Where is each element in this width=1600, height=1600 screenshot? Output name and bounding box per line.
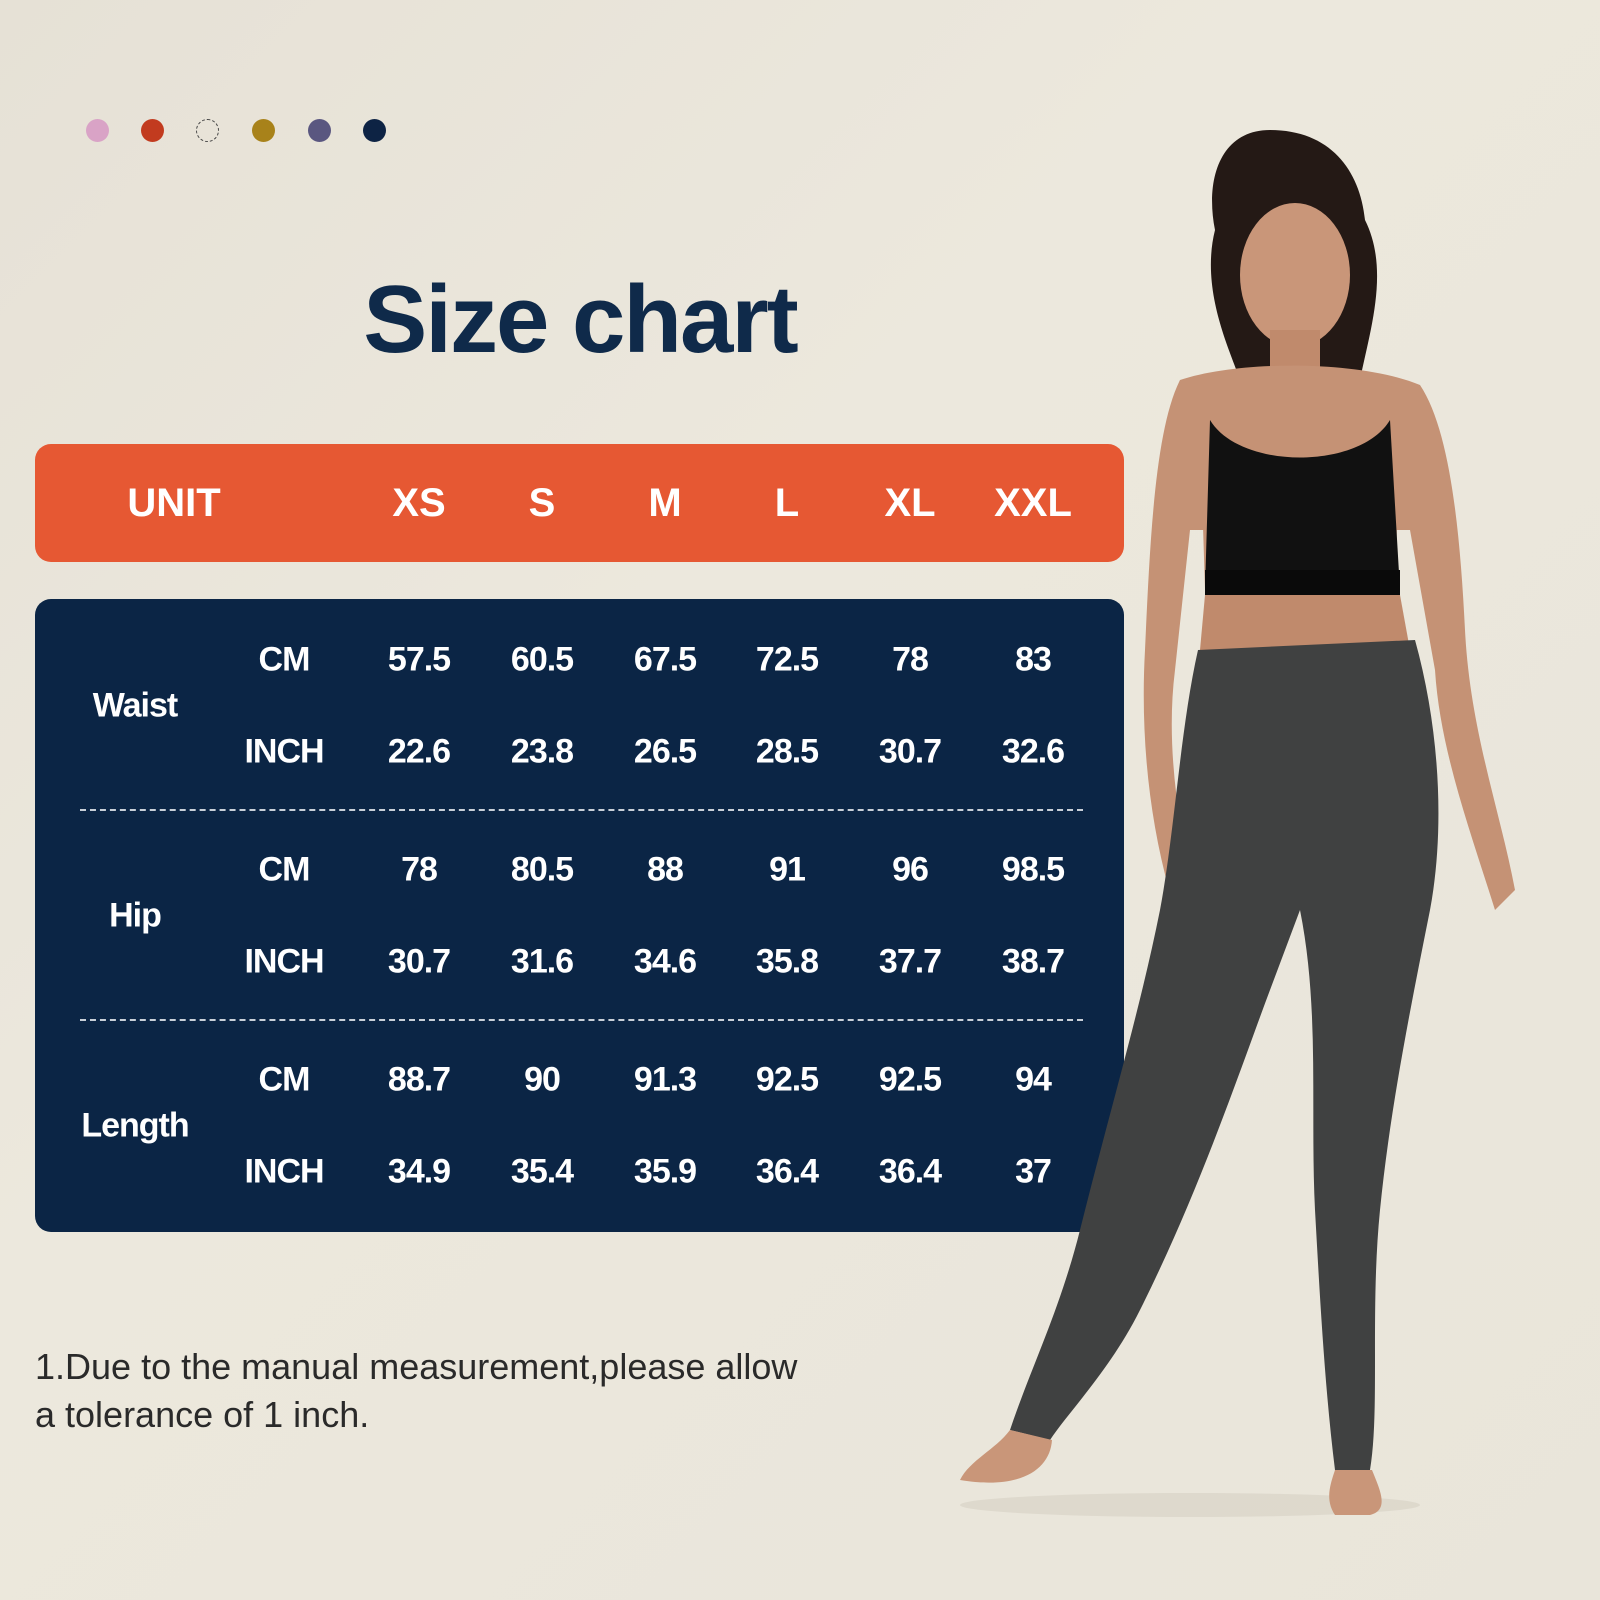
value-cell: 37: [1015, 1152, 1052, 1191]
value-cell: 36.4: [755, 1152, 819, 1191]
value-cell: 72.5: [755, 640, 819, 679]
value-cell: 26.5: [633, 732, 697, 771]
value-cell: 60.5: [510, 640, 574, 679]
row-divider: [80, 1019, 1083, 1021]
note-line-1: 1.Due to the manual measurement,please a…: [35, 1346, 798, 1387]
value-cell: 88: [647, 850, 684, 889]
value-cell: 80.5: [510, 850, 574, 889]
value-cell: 92.5: [878, 1060, 942, 1099]
value-cell: 88.7: [387, 1060, 451, 1099]
value-cell: 35.8: [755, 942, 819, 981]
value-cell: 30.7: [878, 732, 942, 771]
value-cell: 94: [1015, 1060, 1052, 1099]
value-cell: 38.7: [1001, 942, 1065, 981]
unit-label-cm: CM: [258, 640, 311, 679]
value-cell: 23.8: [510, 732, 574, 771]
header-size-s: S: [528, 481, 556, 525]
value-cell: 35.4: [510, 1152, 574, 1191]
value-cell: 36.4: [878, 1152, 942, 1191]
header-unit: UNIT: [127, 481, 221, 525]
unit-label-cm: CM: [258, 1060, 311, 1099]
header-size-xl: XL: [884, 481, 936, 525]
color-swatch-navy[interactable]: [363, 119, 386, 142]
value-cell: 96: [892, 850, 929, 889]
row-label-hip: Hip: [109, 896, 162, 935]
color-swatch-pink[interactable]: [86, 119, 109, 142]
unit-label-inch: INCH: [244, 1152, 324, 1191]
value-cell: 78: [401, 850, 438, 889]
size-header-bar: UNIT XS S M L XL XXL: [35, 444, 1124, 562]
value-cell: 91.3: [633, 1060, 697, 1099]
header-size-l: L: [774, 481, 800, 525]
row-label-length: Length: [81, 1106, 189, 1145]
value-cell: 90: [524, 1060, 561, 1099]
color-swatch-white[interactable]: [196, 119, 219, 142]
value-cell: 34.9: [387, 1152, 451, 1191]
value-cell: 37.7: [878, 942, 942, 981]
value-cell: 28.5: [755, 732, 819, 771]
row-divider: [80, 809, 1083, 811]
value-cell: 31.6: [510, 942, 574, 981]
color-swatch-slate-purple[interactable]: [308, 119, 331, 142]
header-size-m: M: [648, 481, 682, 525]
row-label-waist: Waist: [92, 686, 178, 725]
value-cell: 91: [769, 850, 806, 889]
value-cell: 78: [892, 640, 929, 679]
value-cell: 98.5: [1001, 850, 1065, 889]
note-line-2: a tolerance of 1 inch.: [35, 1394, 370, 1435]
unit-label-inch: INCH: [244, 942, 324, 981]
unit-label-inch: INCH: [244, 732, 324, 771]
value-cell: 92.5: [755, 1060, 819, 1099]
value-cell: 22.6: [387, 732, 451, 771]
unit-label-cm: CM: [258, 850, 311, 889]
value-cell: 34.6: [633, 942, 697, 981]
value-cell: 57.5: [387, 640, 451, 679]
header-size-xs: XS: [392, 481, 446, 525]
size-table: Waist CM INCH 57.5 60.5 67.5 72.5 78 83 22.6 23.8 2…: [35, 599, 1124, 1232]
color-swatch-mustard[interactable]: [252, 119, 275, 142]
value-cell: 83: [1015, 640, 1052, 679]
model-photo: [960, 130, 1515, 1517]
value-cell: 67.5: [633, 640, 697, 679]
measurement-note: 1.Due to the manual measurement,please a…: [35, 1343, 935, 1439]
value-cell: 35.9: [633, 1152, 697, 1191]
value-cell: 30.7: [387, 942, 451, 981]
header-size-xxl: XXL: [994, 481, 1072, 525]
color-swatch-rust[interactable]: [141, 119, 164, 142]
value-cell: 32.6: [1001, 732, 1065, 771]
page-title: Size chart: [363, 266, 799, 373]
